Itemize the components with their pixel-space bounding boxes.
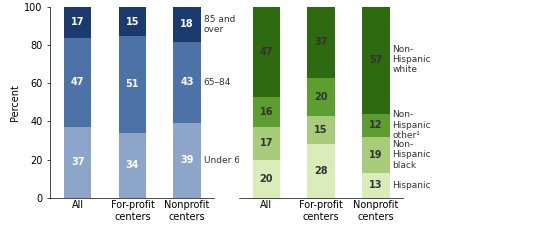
Text: Non-
Hispanic
white: Non- Hispanic white [392, 45, 431, 74]
Text: 18: 18 [180, 19, 194, 29]
Text: 51: 51 [125, 79, 139, 89]
Bar [362, 114, 390, 137]
Bar [362, 173, 390, 198]
Bar [253, 97, 280, 127]
Bar [64, 38, 91, 127]
Text: 13: 13 [369, 180, 382, 190]
Bar [362, 137, 390, 173]
Text: 37: 37 [314, 37, 328, 47]
Text: 34: 34 [125, 160, 139, 170]
Text: 16: 16 [260, 107, 273, 117]
Text: Under 65: Under 65 [203, 156, 245, 165]
Bar [253, 7, 280, 97]
Text: 20: 20 [314, 92, 328, 102]
Bar [307, 116, 335, 144]
Bar [362, 5, 390, 114]
Text: 37: 37 [71, 157, 85, 167]
Bar [64, 127, 91, 198]
Text: 17: 17 [260, 138, 273, 148]
Text: 20: 20 [260, 174, 273, 184]
Text: 12: 12 [369, 120, 382, 130]
Bar [119, 36, 146, 133]
Bar [253, 160, 280, 198]
Bar [307, 7, 335, 78]
Text: Non-
Hispanic
other¹: Non- Hispanic other¹ [392, 110, 431, 140]
Bar [119, 133, 146, 198]
Bar [174, 41, 201, 123]
Bar [174, 7, 201, 41]
Text: 17: 17 [71, 17, 85, 27]
Text: 47: 47 [260, 47, 273, 57]
Bar [307, 144, 335, 198]
Text: 15: 15 [125, 17, 139, 27]
Bar [64, 5, 91, 38]
Bar [307, 78, 335, 116]
Text: Non-
Hispanic
black: Non- Hispanic black [392, 140, 431, 170]
Text: 28: 28 [314, 166, 328, 176]
Bar [253, 127, 280, 160]
Text: 43: 43 [180, 77, 194, 87]
Bar [174, 123, 201, 198]
Y-axis label: Percent: Percent [10, 84, 20, 121]
Text: 65–84: 65–84 [203, 78, 231, 87]
Text: Hispanic: Hispanic [392, 181, 431, 190]
Text: 19: 19 [369, 150, 382, 160]
Text: 85 and
over: 85 and over [203, 15, 235, 34]
Bar [119, 7, 146, 36]
Text: 57: 57 [369, 55, 382, 65]
Text: 15: 15 [314, 125, 328, 135]
Text: 47: 47 [71, 77, 85, 87]
Text: 39: 39 [180, 155, 194, 166]
